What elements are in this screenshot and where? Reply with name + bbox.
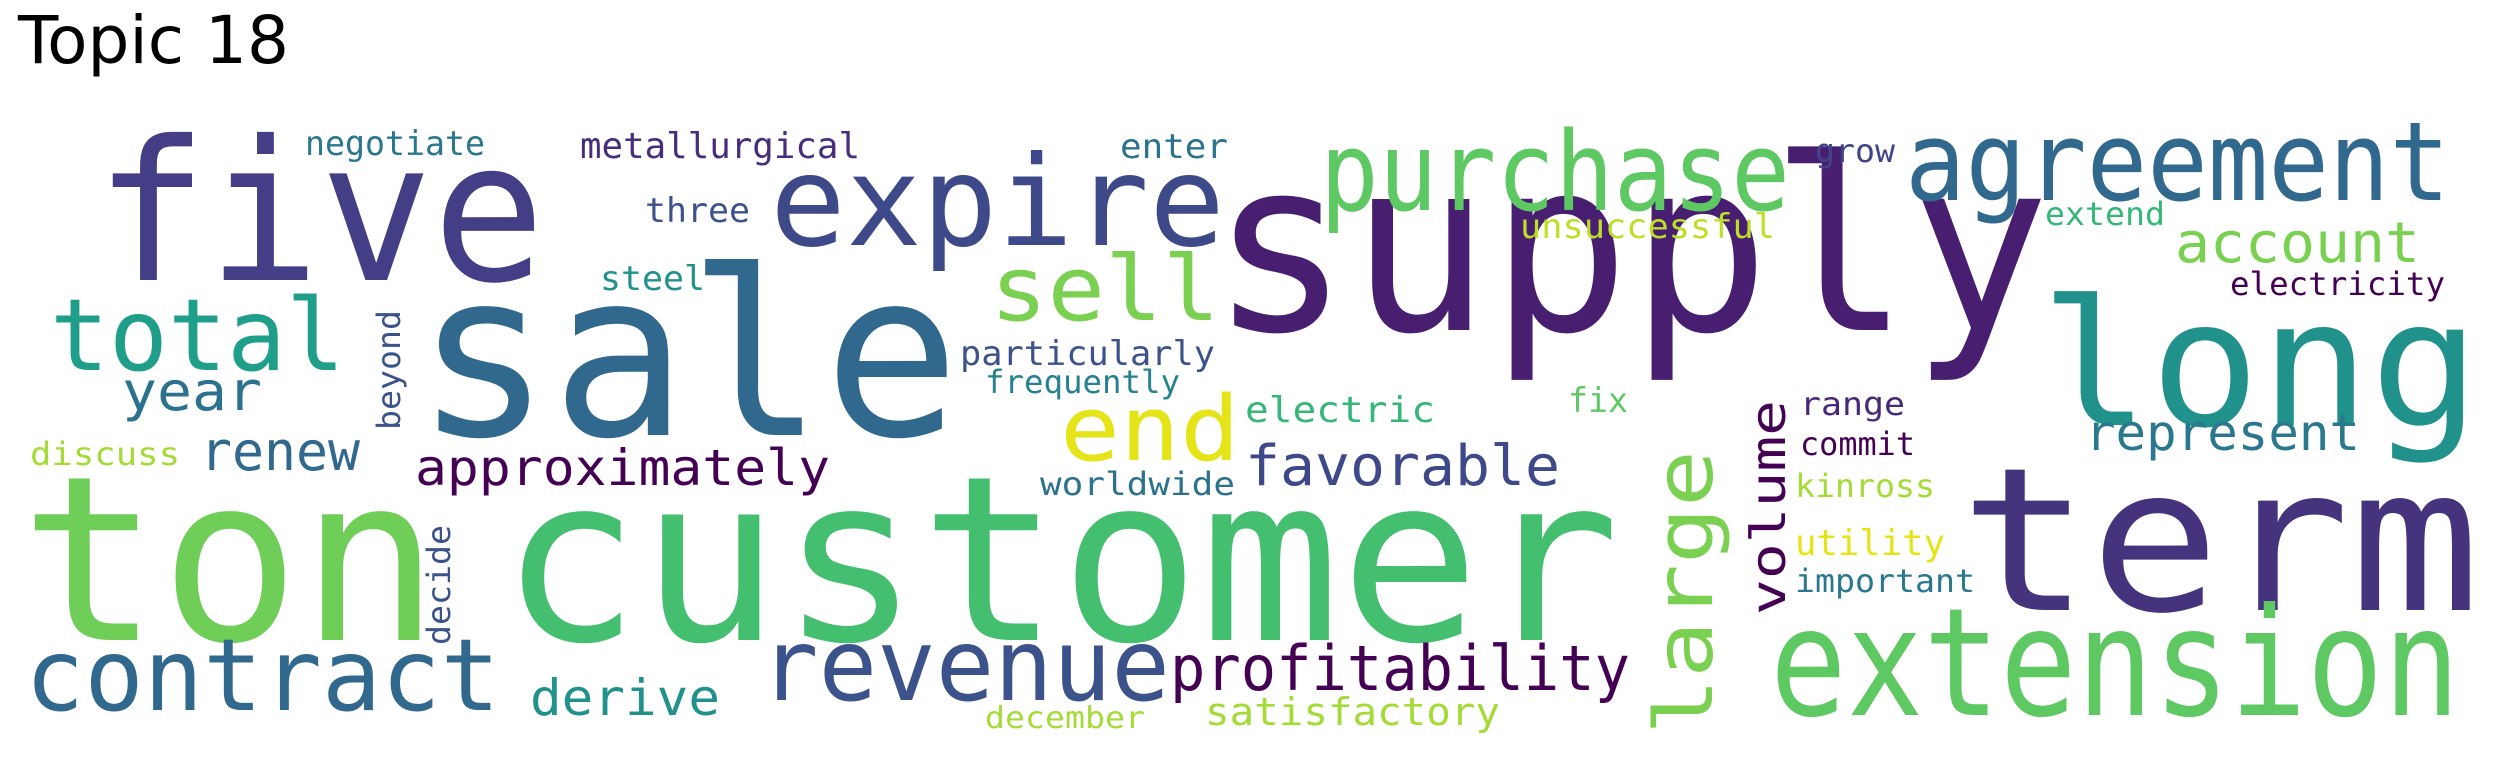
word-metallurgical: metallurgical: [580, 126, 860, 167]
word-unsuccessful: unsuccessful: [1520, 207, 1775, 247]
word-commit: commit: [1800, 425, 1915, 463]
word-electricity: electricity: [2230, 265, 2445, 303]
word-beyond: beyond: [370, 310, 408, 430]
word-renew: renew: [200, 420, 360, 483]
word-three: three: [645, 191, 750, 231]
word-represent: represent: [2085, 404, 2360, 462]
word-contract: contract: [25, 617, 500, 734]
word-end: end: [1060, 377, 1240, 482]
word-favorable: favorable: [1245, 434, 1560, 499]
word-revenue: revenue: [760, 607, 1170, 724]
word-large: large: [1638, 450, 1731, 735]
word-extend: extend: [2045, 195, 2165, 233]
word-kinross: kinross: [1795, 467, 1935, 505]
word-enter: enter: [1120, 127, 1228, 167]
word-purchase: purchase: [1320, 108, 1790, 236]
word-worldwide: worldwide: [1040, 465, 1235, 503]
word-discuss: discuss: [30, 435, 180, 473]
word-term: term: [1960, 425, 2480, 658]
word-volume: volume: [1741, 400, 1797, 615]
word-decide: decide: [420, 525, 458, 645]
word-frequently: frequently: [985, 363, 1180, 401]
word-fix: fix: [1568, 381, 1628, 421]
word-account: account: [2175, 211, 2420, 276]
word-total: total: [50, 277, 345, 394]
word-agreement: agreement: [1905, 98, 2450, 226]
word-approximately: approximately: [415, 439, 830, 497]
word-december: december: [985, 701, 1145, 736]
word-derive: derive: [530, 669, 720, 727]
word-ton: ton: [20, 428, 440, 695]
word-expire: expire: [770, 130, 1225, 275]
word-range: range: [1800, 385, 1905, 423]
word-sale: sale: [415, 223, 960, 490]
chart-title: Topic 18: [18, 2, 289, 79]
word-satisfactory: satisfactory: [1205, 690, 1500, 734]
word-electric: electric: [1245, 390, 1435, 431]
word-year: year: [122, 360, 262, 423]
word-important: important: [1795, 562, 1975, 600]
word-steel: steel: [600, 259, 705, 299]
word-long: long: [2040, 264, 2480, 467]
word-negotiate: negotiate: [305, 124, 485, 164]
word-particularly: particularly: [960, 334, 1215, 374]
word-profitability: profitability: [1170, 632, 1630, 705]
word-supply: supply: [1210, 107, 2050, 387]
word-five: five: [95, 99, 545, 326]
word-utility: utility: [1795, 523, 1945, 564]
word-grow: grow: [1815, 132, 1896, 170]
word-sell: sell: [990, 237, 1220, 342]
word-extension: extension: [1770, 577, 2460, 751]
word-customer: customer: [500, 428, 1620, 695]
